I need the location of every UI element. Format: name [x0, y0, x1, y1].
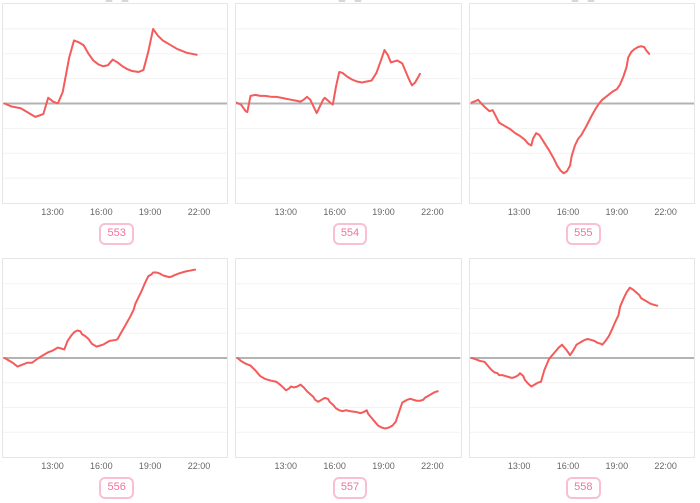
- sparkline-plot: [468, 3, 695, 204]
- x-tick-label: 19:00: [138, 207, 162, 217]
- price-line-series: [236, 50, 420, 113]
- x-tick-label: 22:00: [654, 207, 677, 217]
- chart-cell-554: 13:00 16:00 19:00 22:00 554: [233, 0, 466, 250]
- sparkline-plot: [468, 258, 695, 458]
- badge-row: 557: [233, 477, 466, 499]
- chart-cell-557: 13:00 16:00 19:00 22:00 557: [233, 250, 466, 503]
- sparkline-svg: [236, 4, 460, 203]
- x-axis-labels: 13:00 16:00 19:00 22:00: [235, 204, 461, 220]
- sparkline-svg: [470, 259, 694, 457]
- sparkline-svg: [3, 4, 227, 203]
- badge-row: 558: [467, 477, 700, 499]
- price-line-series: [238, 358, 438, 428]
- chart-id-badge[interactable]: 555: [566, 223, 601, 245]
- x-axis-labels: 13:00 16:00 19:00 22:00: [469, 204, 695, 220]
- badge-row: 553: [0, 223, 233, 245]
- x-tick-label: 16:00: [556, 207, 580, 217]
- chart-cell-558: 13:00 16:00 19:00 22:00 558: [467, 250, 700, 503]
- x-tick-label: 13:00: [41, 207, 64, 217]
- x-tick-label: 16:00: [556, 461, 580, 471]
- price-line-series: [5, 270, 195, 367]
- x-tick-label: 16:00: [90, 461, 113, 471]
- x-tick-label: 19:00: [138, 461, 162, 471]
- badge-row: 554: [233, 223, 466, 245]
- price-line-series: [5, 29, 197, 117]
- x-tick-label: 19:00: [372, 461, 395, 471]
- chart-id-badge[interactable]: 558: [566, 477, 601, 499]
- x-axis-labels: 13:00 16:00 19:00 22:00: [2, 204, 228, 220]
- x-tick-label: 16:00: [323, 461, 346, 471]
- chart-id-badge[interactable]: 554: [332, 223, 368, 245]
- sparkline-plot: [235, 3, 462, 204]
- sparkline-plot: [2, 258, 229, 458]
- x-axis-labels: 13:00 16:00 19:00 22:00: [469, 458, 695, 474]
- x-tick-label: 13:00: [507, 207, 531, 217]
- sparkline-svg: [236, 259, 460, 457]
- badge-row: 555: [467, 223, 700, 245]
- clipped-badge-fragment: [105, 0, 129, 2]
- x-tick-label: 22:00: [421, 207, 444, 217]
- x-axis-labels: 13:00 16:00 19:00 22:00: [2, 458, 228, 474]
- x-tick-label: 22:00: [654, 461, 677, 471]
- x-axis-labels: 13:00 16:00 19:00 22:00: [235, 458, 461, 474]
- x-tick-label: 16:00: [90, 207, 113, 217]
- x-tick-label: 22:00: [421, 461, 444, 471]
- chart-cell-553: 13:00 16:00 19:00 22:00 553: [0, 0, 233, 250]
- sparkline-svg: [3, 259, 227, 457]
- clipped-badge-fragment: [338, 0, 362, 2]
- badge-row: 556: [0, 477, 233, 499]
- x-tick-label: 16:00: [323, 207, 346, 217]
- chart-id-badge[interactable]: 556: [99, 477, 134, 499]
- chart-cell-555: 13:00 16:00 19:00 22:00 555: [467, 0, 700, 250]
- sparkline-svg: [470, 4, 694, 203]
- price-line-series: [471, 288, 657, 387]
- x-tick-label: 19:00: [605, 461, 629, 471]
- chart-id-badge[interactable]: 553: [99, 223, 134, 245]
- price-line-series: [471, 46, 649, 173]
- x-tick-label: 22:00: [187, 207, 211, 217]
- sparkline-plot: [235, 258, 462, 458]
- x-tick-label: 13:00: [274, 207, 298, 217]
- clipped-badge-fragment: [571, 0, 595, 2]
- x-tick-label: 19:00: [372, 207, 395, 217]
- x-tick-label: 22:00: [187, 461, 211, 471]
- x-tick-label: 13:00: [274, 461, 298, 471]
- x-tick-label: 13:00: [507, 461, 531, 471]
- x-tick-label: 19:00: [605, 207, 629, 217]
- x-tick-label: 13:00: [41, 461, 64, 471]
- sparkline-plot: [2, 3, 229, 204]
- chart-id-badge[interactable]: 557: [332, 477, 368, 499]
- chart-cell-556: 13:00 16:00 19:00 22:00 556: [0, 250, 233, 503]
